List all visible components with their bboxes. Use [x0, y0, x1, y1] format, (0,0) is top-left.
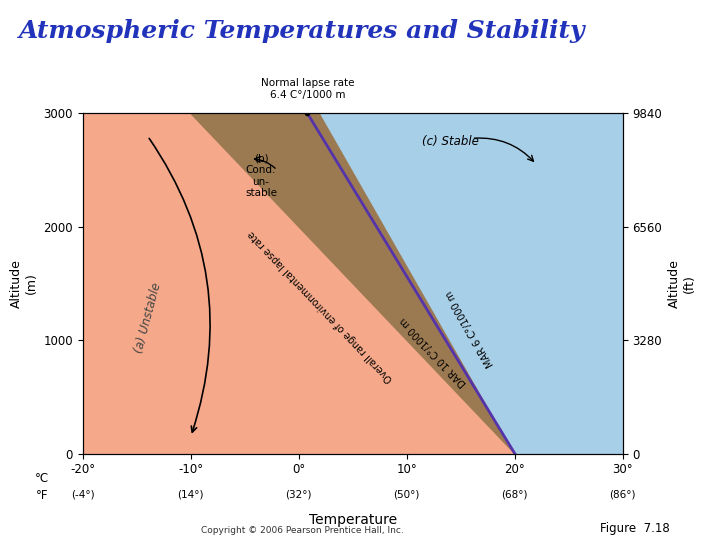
Text: (a) Unstable: (a) Unstable: [132, 281, 163, 354]
Text: (50°): (50°): [394, 489, 420, 500]
Text: (c) Stable: (c) Stable: [422, 135, 478, 148]
Text: Copyright © 2006 Pearson Prentice Hall, Inc.: Copyright © 2006 Pearson Prentice Hall, …: [201, 525, 404, 535]
Text: (32°): (32°): [286, 489, 312, 500]
Text: (68°): (68°): [502, 489, 528, 500]
Text: Figure  7.18: Figure 7.18: [600, 522, 670, 535]
Text: (14°): (14°): [178, 489, 204, 500]
Text: Overall range of environmental lapse rate: Overall range of environmental lapse rat…: [246, 228, 395, 384]
Text: DAR 10 C°/1000 m: DAR 10 C°/1000 m: [399, 315, 469, 388]
Text: Normal lapse rate
6.4 C°/1000 m: Normal lapse rate 6.4 C°/1000 m: [261, 78, 354, 100]
Text: °F: °F: [36, 489, 48, 502]
Text: MAR 6 C°/1000 m: MAR 6 C°/1000 m: [445, 289, 496, 369]
Text: Atmospheric Temperatures and Stability: Atmospheric Temperatures and Stability: [19, 19, 585, 43]
Text: Temperature: Temperature: [309, 513, 397, 527]
Text: (-4°): (-4°): [71, 489, 94, 500]
Text: (86°): (86°): [610, 489, 636, 500]
Text: °C: °C: [35, 472, 50, 485]
Text: (b)
Cond.
un-
stable: (b) Cond. un- stable: [245, 153, 277, 198]
Y-axis label: Altitude
(ft): Altitude (ft): [668, 259, 696, 308]
Y-axis label: Altitude
(m): Altitude (m): [10, 259, 38, 308]
